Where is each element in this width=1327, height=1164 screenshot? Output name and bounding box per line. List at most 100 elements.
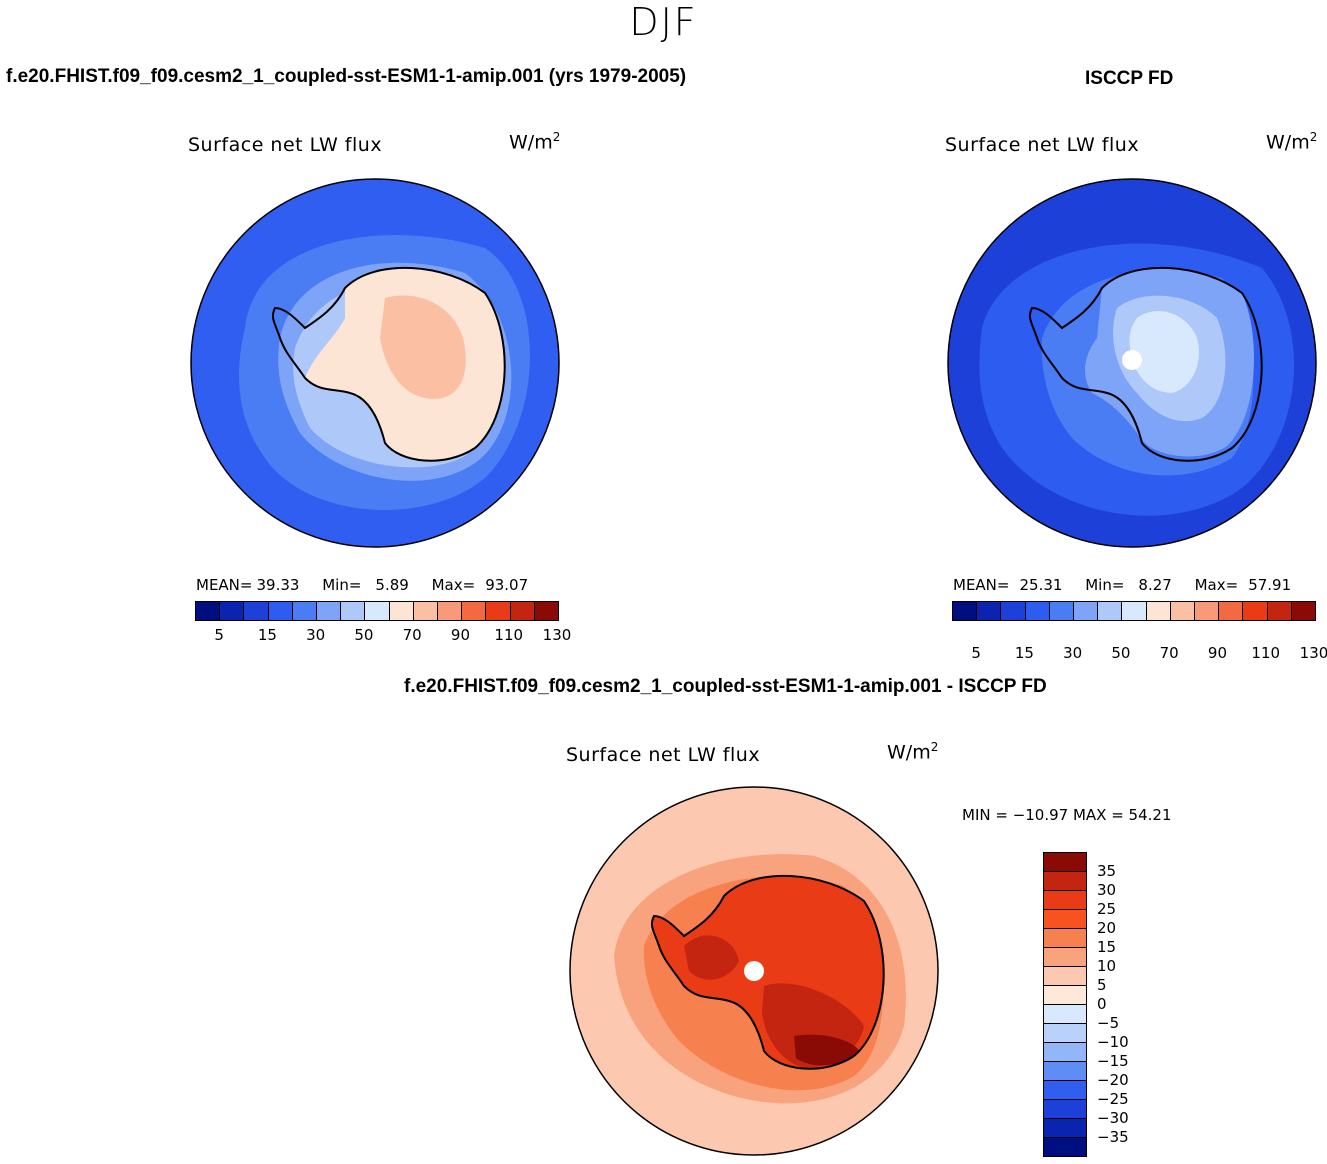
colorbar-swatch: [1044, 1119, 1086, 1138]
obs-colorbar-labels: 5 15 30 50 70 90 110 130: [952, 644, 1327, 662]
colorbar-tick-label: 30: [1097, 881, 1117, 899]
colorbar-tick-label: −5: [1097, 1014, 1120, 1032]
colorbar-tick-label: −35: [1097, 1128, 1129, 1146]
colorbar-swatch: [1044, 891, 1086, 910]
colorbar-tick-label: −15: [1097, 1052, 1129, 1070]
colorbar-swatch: [317, 602, 342, 620]
colorbar-tick-label: 30: [1063, 644, 1083, 662]
colorbar-tick-label: 10: [1097, 957, 1117, 975]
colorbar-tick-label: 130: [542, 626, 572, 644]
colorbar-tick-label: 5: [214, 626, 224, 644]
colorbar-tick-label: 130: [1299, 644, 1327, 662]
obs-coastline: [1028, 266, 1263, 462]
colorbar-tick-label: 90: [1207, 644, 1227, 662]
page-title: DJF: [629, 0, 698, 44]
colorbar-tick-label: 50: [1111, 644, 1131, 662]
colorbar-swatch: [438, 602, 463, 620]
colorbar-swatch: [1049, 602, 1075, 620]
colorbar-swatch: [244, 602, 269, 620]
colorbar-swatch: [1044, 872, 1086, 891]
model-units: W/m2: [509, 130, 561, 154]
colorbar-swatch: [1044, 948, 1086, 967]
colorbar-swatch: [220, 602, 245, 620]
colorbar-tick-label: 5: [1097, 976, 1107, 994]
colorbar-swatch: [1074, 602, 1099, 620]
colorbar-tick-label: 5: [971, 644, 981, 662]
obs-polar-map: [947, 178, 1317, 548]
colorbar-swatch: [413, 602, 439, 620]
colorbar-swatch: [1044, 967, 1086, 986]
colorbar-tick-label: 70: [402, 626, 422, 644]
colorbar-swatch: [1044, 853, 1086, 872]
colorbar-swatch: [1044, 1062, 1086, 1081]
colorbar-tick-label: 15: [1097, 938, 1117, 956]
colorbar-swatch: [1044, 1024, 1086, 1043]
obs-core-field: [1129, 310, 1200, 393]
model-polar-map: [190, 178, 560, 548]
colorbar-tick-label: 25: [1097, 900, 1117, 918]
colorbar-swatch: [365, 602, 390, 620]
diff-colorbar: [1043, 852, 1087, 1157]
colorbar-swatch: [953, 602, 978, 620]
colorbar-swatch: [534, 602, 559, 620]
diff-polar-map: [569, 786, 939, 1156]
colorbar-swatch: [1044, 1100, 1086, 1119]
obs-variable-title: Surface net LW flux: [945, 134, 1140, 156]
diff-map-border: [569, 786, 939, 1156]
colorbar-tick-label: 50: [354, 626, 374, 644]
colorbar-tick-label: 90: [450, 626, 470, 644]
colorbar-swatch: [1044, 1138, 1086, 1156]
model-coastline: [271, 266, 506, 462]
colorbar-swatch: [1291, 602, 1316, 620]
obs-pole-hole: [1122, 350, 1142, 370]
colorbar-swatch: [1243, 602, 1268, 620]
colorbar-swatch: [510, 602, 535, 620]
colorbar-tick-label: −10: [1097, 1033, 1129, 1051]
colorbar-swatch: [1219, 602, 1244, 620]
colorbar-swatch: [1195, 602, 1220, 620]
colorbar-tick-label: 35: [1097, 862, 1117, 880]
colorbar-tick-label: −20: [1097, 1071, 1129, 1089]
colorbar-swatch: [977, 602, 1002, 620]
diff-high-field-west: [684, 935, 739, 980]
colorbar-swatch: [1146, 602, 1171, 620]
diff-case-title: f.e20.FHIST.f09_f09.cesm2_1_coupled-sst-…: [404, 676, 1047, 697]
colorbar-tick-label: 15: [257, 626, 277, 644]
colorbar-swatch: [486, 602, 511, 620]
colorbar-swatch: [389, 602, 414, 620]
colorbar-swatch: [462, 602, 487, 620]
colorbar-swatch: [1044, 1043, 1086, 1062]
obs-units: W/m2: [1266, 130, 1318, 154]
colorbar-swatch: [1267, 602, 1292, 620]
colorbar-swatch: [1044, 1081, 1086, 1100]
diff-peak-field: [794, 1034, 859, 1066]
diff-pole-hole: [744, 961, 764, 981]
model-colorbar: [195, 601, 559, 621]
obs-stats: MEAN= 25.31 Min= 8.27 Max= 57.91: [953, 576, 1292, 594]
model-stats: MEAN= 39.33 Min= 5.89 Max= 93.07: [196, 576, 529, 594]
colorbar-tick-label: 0: [1097, 995, 1107, 1013]
colorbar-tick-label: 110: [494, 626, 524, 644]
diff-units: W/m2: [887, 740, 939, 764]
colorbar-swatch: [1170, 602, 1196, 620]
colorbar-tick-label: −25: [1097, 1090, 1129, 1108]
colorbar-swatch: [1122, 602, 1147, 620]
model-variable-title: Surface net LW flux: [188, 134, 383, 156]
model-case-title: f.e20.FHIST.f09_f09.cesm2_1_coupled-sst-…: [6, 66, 687, 87]
colorbar-swatch: [341, 602, 366, 620]
obs-colorbar: [952, 601, 1316, 621]
diff-colorbar-labels: 35 30 25 20 15 10 5 0 −5 −10 −15 −20 −25 −30 −35: [1097, 852, 1157, 1156]
colorbar-swatch: [1044, 929, 1086, 948]
colorbar-swatch: [196, 602, 221, 620]
colorbar-tick-label: −30: [1097, 1109, 1129, 1127]
diff-coastline: [650, 874, 885, 1070]
colorbar-tick-label: 20: [1097, 919, 1117, 937]
diff-variable-title: Surface net LW flux: [566, 744, 761, 766]
colorbar-tick-label: 70: [1159, 644, 1179, 662]
colorbar-tick-label: 15: [1014, 644, 1034, 662]
obs-case-title: ISCCP FD: [1085, 68, 1174, 89]
colorbar-swatch: [1044, 1005, 1086, 1024]
model-map-border: [190, 178, 560, 548]
colorbar-swatch: [292, 602, 318, 620]
colorbar-swatch: [1044, 910, 1086, 929]
